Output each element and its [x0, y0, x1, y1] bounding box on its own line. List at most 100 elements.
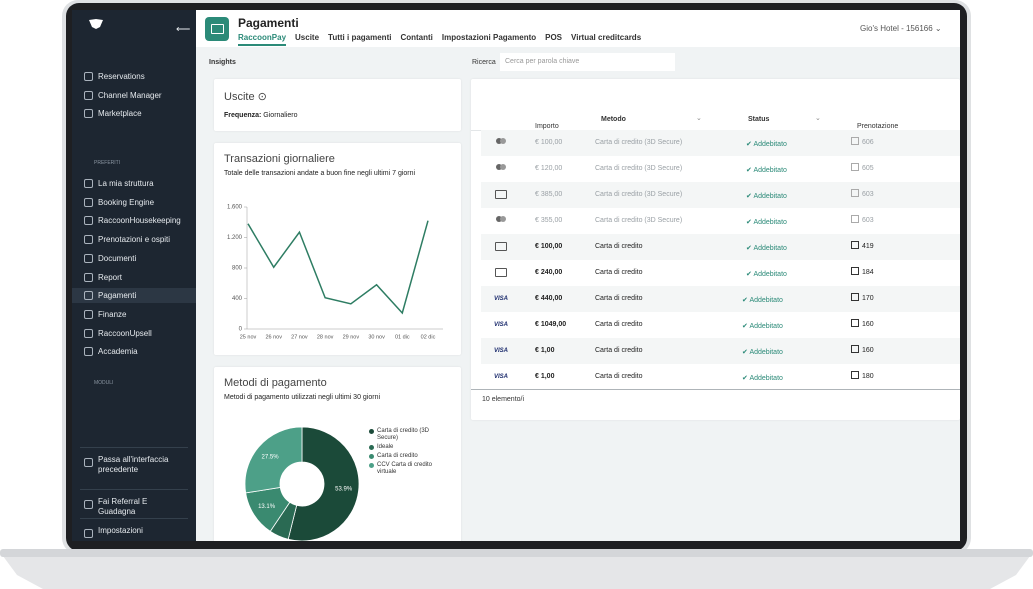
nav-item[interactable]: Report: [72, 270, 196, 285]
collapse-button[interactable]: ⟵: [176, 24, 191, 35]
nav-label: Accademia: [98, 347, 138, 357]
nav-icon: [84, 109, 93, 118]
frequency-value: Giornaliero: [263, 112, 298, 119]
chart-subtitle: Metodi di pagamento utilizzati negli ult…: [224, 394, 381, 401]
hotel-selector[interactable]: Gio's Hotel - 156166 ⌄: [860, 24, 942, 33]
card-icon: VISA: [493, 322, 508, 328]
method: Carta di credito (3D Secure): [595, 217, 683, 224]
calendar-icon: [851, 189, 859, 197]
legend-label: Ideale: [377, 444, 394, 450]
nav-icon: [84, 309, 93, 319]
nav-label: Documenti: [98, 253, 137, 263]
table-row: € 100,00 Carta di credito ✔ Addebitato 419: [481, 234, 960, 260]
legend-swatch: [369, 454, 374, 459]
nav-icon: [84, 72, 93, 81]
status-label: Addebitato: [749, 323, 783, 330]
legend-label: Carta di credito (3D Secure): [377, 428, 430, 441]
card-glyph: [211, 24, 224, 34]
calendar-icon: [851, 137, 859, 145]
column-header[interactable]: Metodo: [601, 116, 626, 123]
frequency-label: Frequenza:: [224, 112, 262, 119]
column-header[interactable]: Importo: [535, 123, 559, 130]
nav-item[interactable]: Prenotazioni e ospiti: [72, 232, 196, 247]
booking: 603: [851, 182, 874, 208]
legend-swatch: [369, 429, 374, 434]
nav-icon: [84, 197, 93, 207]
nav-item[interactable]: Booking Engine: [72, 195, 196, 210]
amount: € 385,00: [535, 191, 563, 198]
method: Carta di credito: [595, 295, 643, 302]
nav-icon: [84, 272, 93, 282]
method: Carta di credito (3D Secure): [595, 165, 683, 172]
status: ✔ Addebitato: [746, 219, 787, 226]
tab[interactable]: Uscite: [295, 33, 320, 42]
tab[interactable]: RaccoonPay: [238, 33, 287, 46]
nav-item[interactable]: Reservations: [72, 69, 196, 84]
table-row: € 385,00 Carta di credito (3D Secure) ✔ Ad…: [481, 182, 960, 208]
nav-item[interactable]: Channel Manager: [72, 88, 196, 103]
nav-label: Booking Engine: [98, 197, 155, 207]
nav-icon: [84, 253, 93, 263]
nav-item[interactable]: Pagamenti: [72, 288, 196, 304]
status-label: Addebitato: [749, 349, 783, 356]
table-row: € 240,00 Carta di credito ✔ Addebitato 184: [481, 260, 960, 286]
booking-id: 160: [862, 321, 874, 328]
booking: 606: [851, 130, 874, 156]
status-label: Addebitato: [753, 271, 787, 278]
column-header[interactable]: Prenotazione: [857, 123, 899, 130]
nav-label: Report: [98, 272, 123, 282]
tab[interactable]: Contanti: [400, 33, 433, 42]
section-label: MODULI: [94, 380, 114, 386]
tab[interactable]: Impostazioni Pagamento: [441, 33, 537, 42]
amount: € 1049,00: [535, 321, 567, 328]
search-label: Ricerca: [472, 59, 496, 66]
table-footer-line: [471, 389, 960, 390]
legend-item: CCV Carta di credito virtuale: [369, 462, 441, 476]
nav-icon: [84, 216, 93, 226]
booking-id: 419: [862, 243, 874, 250]
nav-label: Marketplace: [98, 109, 142, 118]
frequency: Frequenza: Giornaliero: [224, 112, 298, 119]
calendar-icon: [851, 371, 859, 379]
separator: [80, 518, 188, 519]
chart-subtitle: Totale delle transazioni andate a buon f…: [224, 170, 416, 177]
table-footer: 10 elemento/i: [482, 396, 525, 403]
table-row: VISA € 1,00 Carta di credito ✔ Addebitato 16…: [481, 338, 960, 364]
nav-icon: [84, 529, 93, 538]
booking-id: 180: [862, 373, 874, 380]
card-icon: [495, 242, 507, 251]
tab[interactable]: Tutti i pagamenti: [328, 33, 392, 42]
status-label: Addebitato: [749, 375, 783, 382]
booking: 419: [851, 234, 874, 260]
status: ✔ Addebitato: [746, 193, 787, 200]
table-row: VISA € 440,00 Carta di credito ✔ Addebitato…: [481, 286, 960, 312]
hotel: Gio's Hotel - 156166: [860, 24, 933, 33]
tab[interactable]: POS: [545, 33, 563, 42]
separator: [80, 447, 188, 448]
status: ✔ Addebitato: [746, 167, 787, 174]
booking-id: 606: [862, 139, 874, 146]
column-header[interactable]: Status: [748, 116, 770, 123]
nav-icon: [84, 235, 93, 245]
nav-label: RaccoonHousekeeping: [98, 216, 181, 226]
nav-item[interactable]: RaccoonUpsell: [72, 326, 196, 341]
card-icon: [495, 268, 507, 277]
nav-item[interactable]: Documenti: [72, 251, 196, 266]
nav-label: La mia struttura: [98, 179, 154, 188]
status: ✔ Addebitato: [746, 141, 787, 148]
nav-icon: [84, 347, 93, 357]
nav-item[interactable]: Marketplace: [72, 106, 196, 121]
nav-item[interactable]: RaccoonHousekeeping: [72, 213, 196, 228]
table-row: VISA € 1049,00 Carta di credito ✔ Addebitat…: [481, 312, 960, 338]
nav-item[interactable]: La mia struttura: [72, 176, 196, 191]
insights-label: Insights: [209, 59, 236, 66]
search-input[interactable]: Cerca per parola chiave: [500, 53, 675, 71]
tab[interactable]: Virtual creditcards: [571, 33, 642, 42]
nav-item[interactable]: Finanze: [72, 307, 196, 322]
nav-icon: [84, 500, 93, 509]
nav-icon: [84, 291, 93, 301]
legend-swatch: [369, 463, 374, 468]
status: ✔ Addebitato: [742, 375, 783, 382]
nav-item[interactable]: Accademia: [72, 344, 196, 359]
